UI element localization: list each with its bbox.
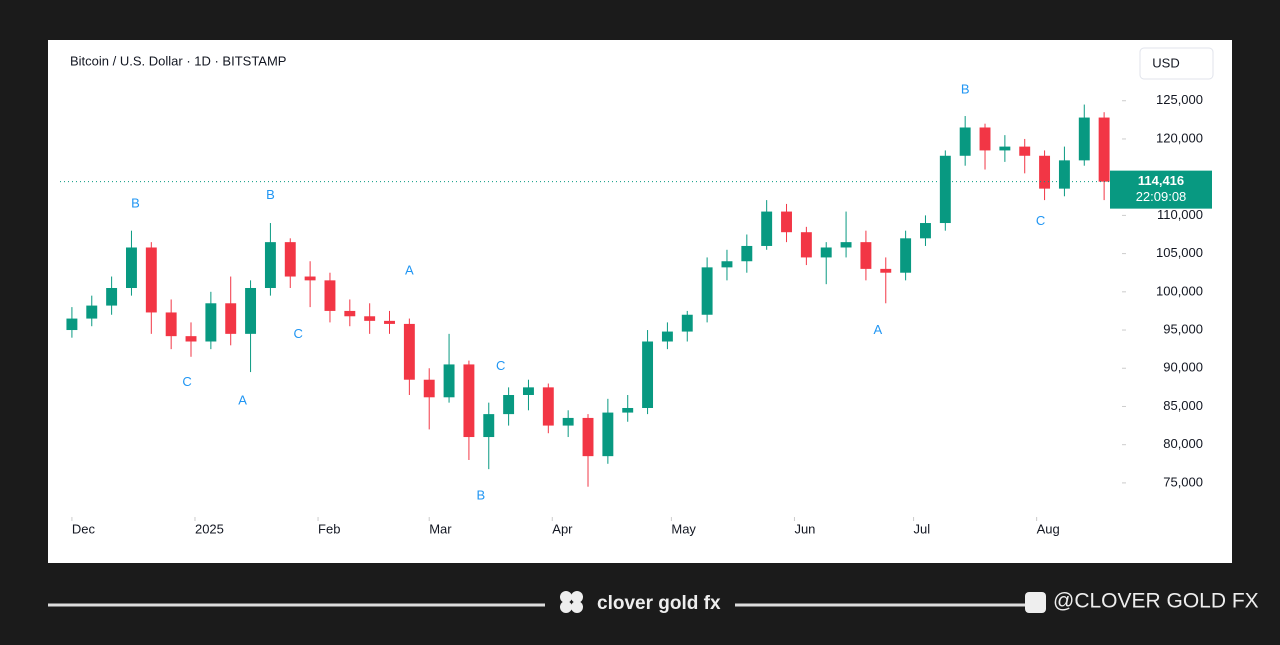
x-tick-label: 2025 [195,521,224,536]
candle-body [205,303,217,342]
candle-body [900,238,912,273]
wave-label: B [476,487,485,502]
wave-label: B [266,187,275,202]
y-tick-label: 100,000 [1156,283,1203,298]
plot: 75,000 80,000 85,000 90,000 95,000 100,000 105… [60,81,1212,536]
y-tick-label: 120,000 [1156,130,1203,145]
candle-body [920,223,931,239]
candle-body [542,387,554,426]
candle-body [979,127,991,151]
symbol-title: Bitcoin / U.S. Dollar · 1D · BITSTAMP [70,53,286,68]
candle-body [661,331,673,342]
x-tick-label: Feb [318,521,340,536]
candle-body [185,336,197,342]
candle-body [622,407,634,413]
candle-body [741,245,753,262]
candle-body [820,247,832,258]
currency-box[interactable] [1139,47,1214,80]
candle-body [145,247,157,313]
candle-body [860,242,872,269]
candle-body [999,146,1011,151]
y-tick-label: 80,000 [1163,436,1203,451]
brand: clover gold fx [597,593,721,614]
y-tick-label: 110,000 [1157,207,1203,222]
x-tick-label: Jul [914,521,931,536]
x-tick-label: Aug [1037,521,1060,536]
y-tick-label: 75,000 [1163,474,1203,489]
y-tick-label: 90,000 [1163,360,1203,375]
x-tick-label: Jun [794,521,815,536]
y-tick-label: 125,000 [1156,92,1203,107]
candle-body [602,412,614,457]
wave-label: C [182,374,191,389]
candle-body [721,261,733,268]
candle-body [1078,117,1090,161]
candle-body [959,127,971,156]
candle-body [880,268,892,273]
y-tick-label: 105,000 [1156,245,1203,260]
wave-label: C [496,358,505,373]
candle-body [304,276,316,281]
candle-body [106,287,118,306]
candle-body [483,414,495,438]
candle-body [781,211,792,233]
candle-body [1019,146,1031,156]
candle-body [503,395,515,415]
last-price-box [1110,170,1212,209]
candle-body [126,247,137,288]
candle-body [1039,155,1051,189]
chart-panel [48,40,1232,563]
wave-label: A [405,263,414,278]
candle-body [642,341,654,408]
candle-body [1058,160,1070,189]
wave-label: B [131,195,140,210]
candle-body [1098,117,1110,182]
wave-label: B [961,81,970,96]
candle-body [840,242,852,248]
candle-body [701,267,713,315]
candle-body [344,310,356,317]
x-tick-label: May [671,521,696,536]
x-tick-label: Dec [72,521,96,536]
candle-body [423,379,435,398]
wave-label: A [238,393,247,408]
y-tick-label: 85,000 [1163,398,1203,413]
candle-body [443,364,455,398]
currency[interactable]: USD [1152,55,1179,70]
clover-icon [560,591,583,613]
candle-body [800,232,812,258]
candle-body [681,314,693,332]
wave-label: C [294,326,303,341]
candle-body [384,320,395,324]
candle-body [165,312,177,337]
candle-body [86,305,98,319]
candle-body [364,316,376,321]
facebook-icon [1025,592,1046,613]
candle-body [582,417,594,457]
x-tick-label: Apr [552,521,573,536]
countdown: 22:09:08 [1136,189,1187,204]
handle: @CLOVER GOLD FX [1053,590,1259,613]
candle-body [463,364,475,438]
candle-body [225,303,237,334]
y-tick-label: 95,000 [1163,321,1203,336]
candle-body [245,287,257,334]
wave-label: C [1036,213,1045,228]
candle-body [66,318,78,331]
candle-body [264,242,276,288]
candle-body [284,242,296,277]
x-tick-label: Mar [429,521,452,536]
wave-label: A [873,322,882,337]
candle-body [523,387,534,396]
last-price-label: 114,416 [1138,173,1184,188]
candle-body [939,155,951,224]
candle-body [324,280,336,311]
candle-body [761,211,773,246]
candle-body [403,323,415,380]
candle-body [562,417,574,426]
